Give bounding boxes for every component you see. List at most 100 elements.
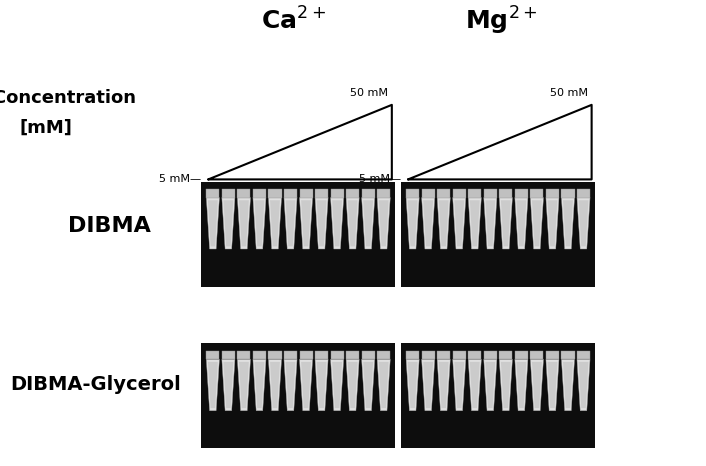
Polygon shape (223, 200, 234, 247)
Bar (577, 351, 590, 359)
Polygon shape (206, 359, 220, 411)
Polygon shape (561, 359, 575, 411)
Polygon shape (499, 359, 513, 411)
Polygon shape (546, 359, 559, 411)
Bar (561, 189, 575, 198)
Polygon shape (546, 198, 559, 249)
Polygon shape (378, 200, 389, 247)
Bar (222, 189, 235, 198)
Bar (237, 189, 251, 198)
Polygon shape (316, 200, 327, 247)
Polygon shape (347, 362, 358, 408)
Polygon shape (239, 362, 249, 408)
Bar (401, 343, 595, 448)
Bar (468, 351, 481, 359)
Text: DIBMA-Glycerol: DIBMA-Glycerol (10, 375, 181, 394)
Polygon shape (577, 359, 590, 411)
Bar (377, 351, 390, 359)
Bar (201, 182, 395, 287)
Polygon shape (268, 359, 282, 411)
Text: 5 mM—: 5 mM— (359, 174, 401, 185)
Polygon shape (530, 359, 544, 411)
Polygon shape (254, 200, 265, 247)
Polygon shape (532, 200, 542, 247)
Polygon shape (469, 362, 480, 408)
Bar (561, 351, 575, 359)
Polygon shape (454, 362, 465, 408)
Polygon shape (299, 198, 313, 249)
Polygon shape (285, 362, 296, 408)
Bar (299, 351, 313, 359)
Bar (437, 189, 450, 198)
Bar (515, 189, 528, 198)
Text: Mg$^{2+}$: Mg$^{2+}$ (465, 5, 537, 37)
Polygon shape (454, 200, 465, 247)
Bar (268, 351, 282, 359)
Bar (201, 343, 395, 448)
Bar (253, 189, 266, 198)
Polygon shape (516, 362, 527, 408)
Bar (515, 351, 528, 359)
Text: [mM]: [mM] (20, 119, 72, 137)
Bar (284, 351, 297, 359)
Polygon shape (332, 200, 342, 247)
Polygon shape (299, 359, 313, 411)
Polygon shape (406, 359, 419, 411)
Polygon shape (532, 362, 542, 408)
Bar (299, 189, 313, 198)
Polygon shape (239, 200, 249, 247)
Polygon shape (438, 200, 449, 247)
Polygon shape (237, 359, 251, 411)
Bar (437, 351, 450, 359)
Polygon shape (346, 198, 359, 249)
Polygon shape (423, 200, 433, 247)
Polygon shape (346, 359, 359, 411)
Bar (222, 351, 235, 359)
Polygon shape (237, 198, 251, 249)
Polygon shape (285, 200, 296, 247)
Polygon shape (222, 198, 235, 249)
Polygon shape (284, 198, 297, 249)
Polygon shape (563, 362, 573, 408)
Polygon shape (254, 362, 265, 408)
Polygon shape (363, 200, 373, 247)
Polygon shape (516, 200, 527, 247)
Polygon shape (407, 200, 418, 247)
Polygon shape (485, 362, 496, 408)
Polygon shape (301, 362, 311, 408)
Polygon shape (561, 198, 575, 249)
Polygon shape (361, 359, 375, 411)
Polygon shape (485, 200, 496, 247)
Bar (253, 351, 266, 359)
Polygon shape (453, 198, 466, 249)
Polygon shape (208, 362, 218, 408)
Bar (453, 351, 466, 359)
Polygon shape (208, 200, 218, 247)
Polygon shape (547, 362, 558, 408)
Polygon shape (347, 200, 358, 247)
Bar (468, 189, 481, 198)
Polygon shape (284, 359, 297, 411)
Polygon shape (437, 198, 450, 249)
Bar (206, 189, 220, 198)
Bar (421, 189, 435, 198)
Text: 50 mM: 50 mM (550, 88, 588, 98)
Polygon shape (330, 359, 344, 411)
Polygon shape (315, 198, 328, 249)
Polygon shape (468, 359, 481, 411)
Polygon shape (469, 200, 480, 247)
Polygon shape (407, 362, 418, 408)
Bar (453, 189, 466, 198)
Polygon shape (501, 200, 511, 247)
Bar (499, 351, 513, 359)
Polygon shape (361, 198, 375, 249)
Bar (268, 189, 282, 198)
Bar (546, 351, 559, 359)
Polygon shape (206, 198, 220, 249)
Polygon shape (499, 198, 513, 249)
Polygon shape (437, 359, 450, 411)
Bar (530, 189, 544, 198)
Polygon shape (222, 359, 235, 411)
Polygon shape (484, 359, 497, 411)
Polygon shape (330, 198, 344, 249)
